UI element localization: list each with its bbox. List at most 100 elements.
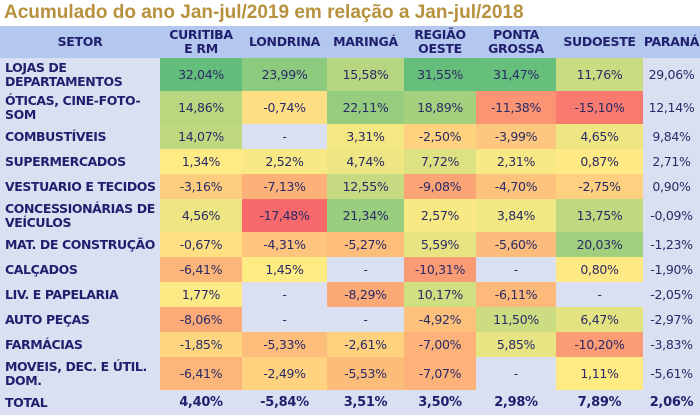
parana-cell: -2,97%: [650, 312, 693, 327]
column-header: LONDRINA: [242, 26, 327, 58]
total-cell: 2,06%: [649, 395, 694, 410]
parana-cell: 2,71%: [652, 154, 691, 169]
heat-cell: 10,17%: [404, 282, 476, 307]
column-header-text: LONDRINA: [249, 34, 320, 49]
column-header-text: E RM: [184, 41, 218, 56]
sector-label: AUTO PEÇAS: [5, 311, 90, 327]
sector-label: FARMÁCIAS: [5, 336, 83, 352]
heat-cell: -10,31%: [404, 257, 476, 282]
total-cell: 3,50%: [418, 395, 462, 410]
sector-label: MAT. DE CONSTRUÇÃO: [5, 236, 155, 252]
table-row: LIV. E PAPELARIA 1,77% - -8,29% 10,17% -6,11%…: [0, 282, 700, 307]
parana-cell: -1,23%: [650, 237, 693, 252]
heat-cell: -15,10%: [556, 91, 643, 124]
heat-cell: 13,75%: [556, 199, 643, 232]
column-header: MARINGÁ: [327, 26, 404, 58]
heat-cell: 7,72%: [404, 149, 476, 174]
heat-cell: 12,55%: [327, 174, 404, 199]
heat-cell: 2,52%: [242, 149, 327, 174]
column-header-text: REGIÃO: [414, 27, 466, 42]
heat-cell: 0,80%: [556, 257, 643, 282]
table-row: ÓTICAS, CINE-FOTO- SOM 14,86% -0,74% 22,11% 1…: [0, 91, 700, 124]
heat-cell: 20,03%: [556, 232, 643, 257]
column-header-text: GROSSA: [488, 41, 544, 56]
parana-cell: 0,90%: [652, 179, 691, 194]
column-header: SUDOESTE: [556, 26, 643, 58]
heat-cell: -: [282, 129, 287, 144]
total-cell: 3,51%: [343, 395, 388, 410]
sector-label: MOVEIS, DEC. E ÚTIL. DOM.: [5, 358, 147, 388]
parana-cell: 9,84%: [652, 129, 691, 144]
total-row: TOTAL 4,40% -5,84% 3,51% 3,50% 2,98% 7,89% 2,06…: [0, 390, 700, 415]
parana-cell: -3,83%: [650, 337, 693, 352]
heat-cell: 23,99%: [242, 58, 327, 91]
heat-cell: -6,41%: [160, 357, 242, 390]
heat-cell: -0,74%: [242, 91, 327, 124]
sector-label: CONCESSIONÁRIAS DE VEÍCULOS: [5, 200, 155, 230]
heat-cell: 31,47%: [476, 58, 556, 91]
heat-cell: -: [282, 312, 287, 327]
heat-cell: 2,31%: [476, 149, 556, 174]
table-row: LOJAS DE DEPARTAMENTOS 32,04% 23,99% 15,58% 3…: [0, 58, 700, 91]
heat-cell: 4,74%: [327, 149, 404, 174]
heat-cell: 22,11%: [327, 91, 404, 124]
column-header-text: CURITIBA: [169, 27, 233, 42]
table-row: FARMÁCIAS -1,85% -5,33% -2,61% -7,00% 5,85% -1…: [0, 332, 700, 357]
heat-cell: -: [597, 287, 602, 302]
heat-cell: -2,61%: [327, 332, 404, 357]
heat-cell: -: [363, 262, 368, 277]
total-label: TOTAL: [5, 394, 48, 410]
sector-label: CALÇADOS: [5, 261, 78, 277]
heat-cell: 6,47%: [556, 307, 643, 332]
sector-label: VESTUARIO E TECIDOS: [5, 178, 156, 194]
column-header: PARANÁ: [643, 26, 700, 58]
heat-cell: -7,13%: [242, 174, 327, 199]
heat-cell: 0,87%: [556, 149, 643, 174]
header-row: SETOR CURITIBA E RM LONDRINA MARINGÁ REGI…: [0, 26, 700, 58]
table-row: MOVEIS, DEC. E ÚTIL. DOM. -6,41% -2,49% -5,5…: [0, 357, 700, 390]
heat-cell: -: [363, 312, 368, 327]
column-header-text: SUDOESTE: [563, 34, 636, 49]
column-header-text: MARINGÁ: [333, 34, 398, 49]
sector-label: ÓTICAS, CINE-FOTO- SOM: [5, 92, 141, 122]
column-header-text: OESTE: [418, 41, 462, 56]
heat-cell: -11,38%: [476, 91, 556, 124]
heat-cell: -4,70%: [476, 174, 556, 199]
heat-cell: -5,60%: [476, 232, 556, 257]
parana-cell: -0,09%: [650, 208, 693, 223]
heat-cell: 31,55%: [404, 58, 476, 91]
table-row: CALÇADOS -6,41% 1,45% - -10,31% - 0,80% -1,90%: [0, 257, 700, 282]
heat-cell: 18,89%: [404, 91, 476, 124]
heat-cell: 14,86%: [160, 91, 242, 124]
heatmap-table: SETOR CURITIBA E RM LONDRINA MARINGÁ REGI…: [0, 26, 700, 415]
heat-cell: 11,50%: [476, 307, 556, 332]
heat-cell: -3,99%: [476, 124, 556, 149]
heat-cell: 2,57%: [404, 199, 476, 232]
sector-label: LOJAS DE DEPARTAMENTOS: [5, 59, 123, 89]
heat-cell: -8,29%: [327, 282, 404, 307]
heat-cell: 3,31%: [327, 124, 404, 149]
chart-title: Acumulado do ano Jan-jul/2019 em relação…: [4, 2, 524, 23]
heat-cell: -6,11%: [476, 282, 556, 307]
heat-cell: -: [282, 287, 287, 302]
heat-cell: -9,08%: [404, 174, 476, 199]
table-row: VESTUARIO E TECIDOS -3,16% -7,13% 12,55% -9,…: [0, 174, 700, 199]
heat-cell: -2,75%: [556, 174, 643, 199]
heat-cell: -4,92%: [404, 307, 476, 332]
table-row: SUPERMERCADOS 1,34% 2,52% 4,74% 7,72% 2,31% 0,…: [0, 149, 700, 174]
total-cell: 2,98%: [494, 395, 538, 410]
heat-cell: 14,07%: [160, 124, 242, 149]
sector-label: SUPERMERCADOS: [5, 153, 126, 169]
heat-cell: -5,27%: [327, 232, 404, 257]
parana-cell: -2,05%: [650, 287, 693, 302]
heat-cell: -2,50%: [404, 124, 476, 149]
heat-cell: -2,49%: [242, 357, 327, 390]
table-row: CONCESSIONÁRIAS DE VEÍCULOS 4,56% -17,48% 21…: [0, 199, 700, 232]
heat-cell: 1,45%: [242, 257, 327, 282]
table-row: MAT. DE CONSTRUÇÃO -0,67% -4,31% -5,27% 5,59…: [0, 232, 700, 257]
column-header: PONTA GROSSA: [476, 26, 556, 58]
total-cell: 4,40%: [179, 395, 223, 410]
heat-cell: 32,04%: [160, 58, 242, 91]
heat-cell: -10,20%: [556, 332, 643, 357]
column-header-text: PONTA: [493, 27, 539, 42]
